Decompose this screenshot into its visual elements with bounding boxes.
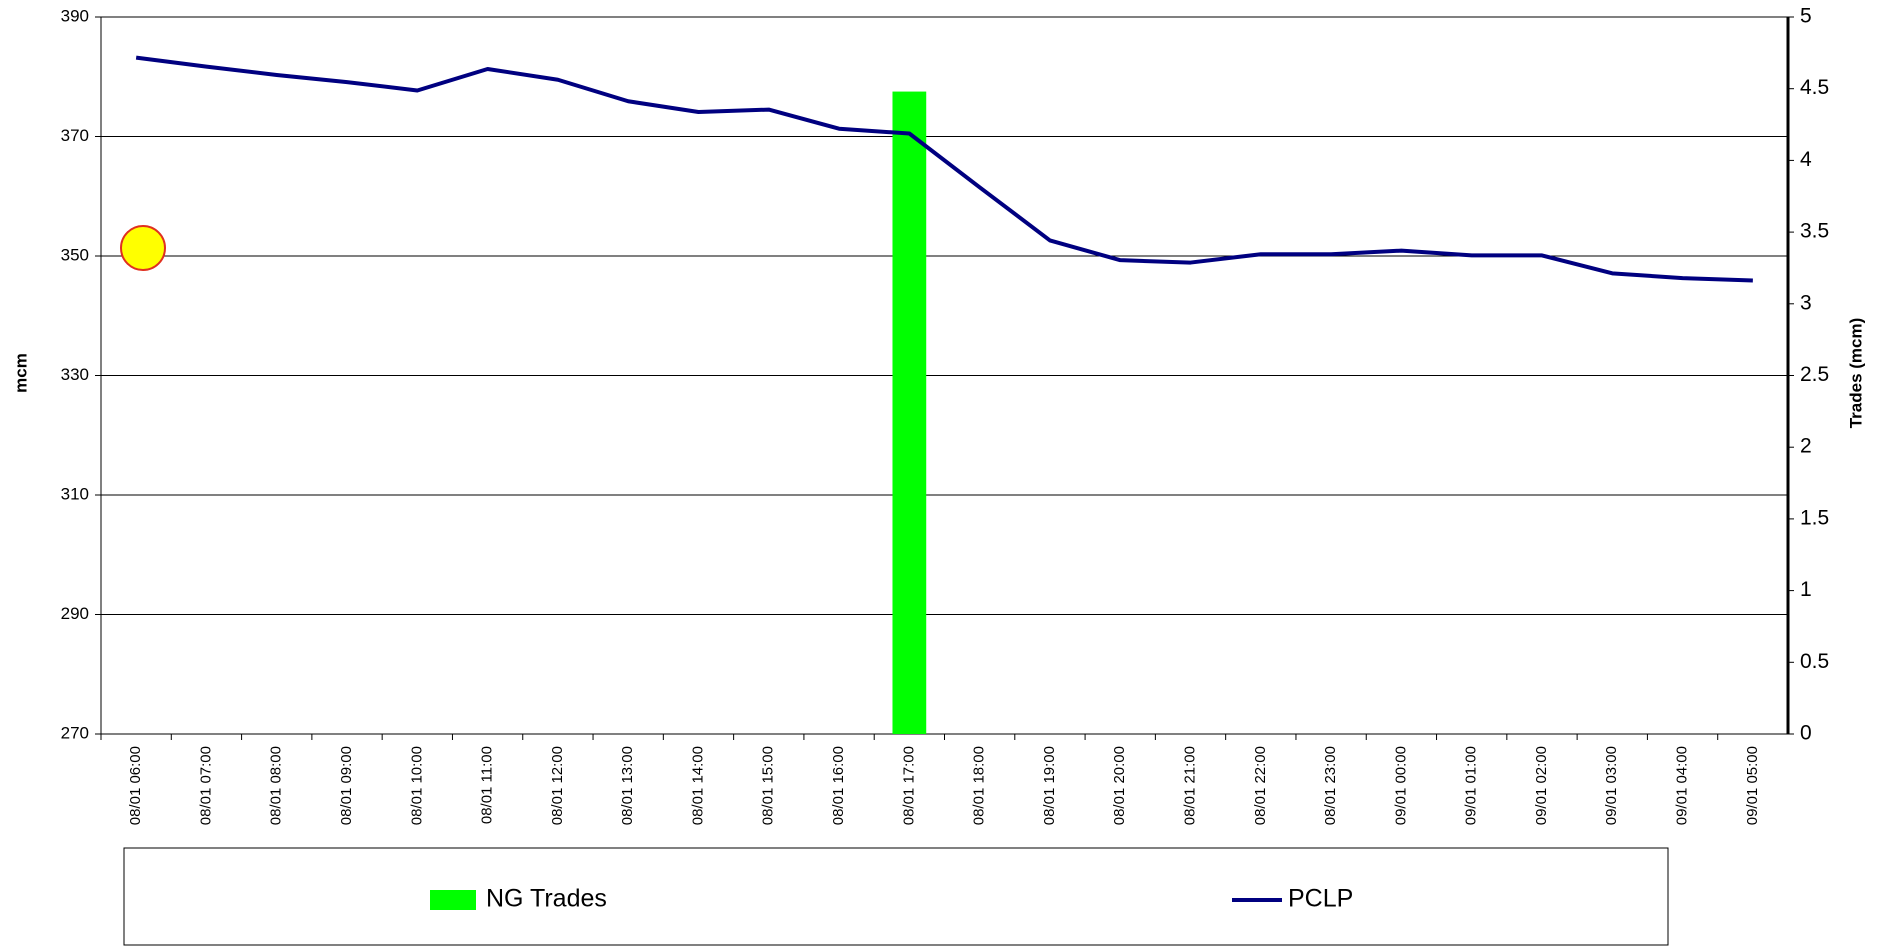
legend-label: NG Trades (486, 885, 607, 913)
y-tick-label: 370 (61, 126, 89, 145)
x-tick-label: 09/01 03:00 (1603, 746, 1620, 825)
x-tick-label: 08/01 23:00 (1322, 746, 1339, 825)
x-tick-label: 08/01 21:00 (1181, 746, 1198, 825)
x-tick-label: 08/01 18:00 (971, 746, 988, 825)
legend-label: PCLP (1288, 885, 1353, 913)
x-tick-label: 08/01 11:00 (479, 746, 496, 824)
x-tick-label: 08/01 20:00 (1111, 746, 1128, 825)
y2-tick-label: 1 (1800, 578, 1812, 601)
x-tick-label: 09/01 01:00 (1463, 746, 1480, 825)
x-tick-label: 08/01 06:00 (127, 746, 144, 825)
y2-tick-label: 3 (1800, 291, 1812, 314)
x-tick-label: 08/01 14:00 (689, 746, 706, 825)
x-tick-label: 09/01 02:00 (1533, 746, 1550, 825)
y-tick-label: 390 (61, 6, 89, 25)
x-tick-label: 09/01 05:00 (1744, 746, 1761, 825)
legend-box (123, 847, 1669, 946)
y2-tick-label: 0.5 (1800, 650, 1829, 673)
y2-tick-label: 2.5 (1800, 363, 1829, 386)
legend-swatch (430, 890, 476, 910)
y-tick-label: 310 (61, 484, 89, 503)
y2-tick-label: 4.5 (1800, 76, 1829, 99)
bar (892, 91, 927, 735)
x-tick-label: 08/01 19:00 (1041, 746, 1058, 825)
y2-tick-label: 1.5 (1800, 506, 1829, 529)
x-tick-label: 08/01 13:00 (619, 746, 636, 825)
y2-tick-label: 2 (1800, 435, 1812, 458)
x-tick-label: 08/01 12:00 (549, 746, 566, 825)
y2-axis-title: Trades (mcm) (1846, 318, 1865, 429)
x-tick-label: 09/01 00:00 (1392, 746, 1409, 825)
x-tick-label: 08/01 08:00 (268, 746, 285, 825)
marker-annotation (120, 225, 166, 271)
y-axis-title: mcm (11, 353, 30, 393)
y2-tick-label: 3.5 (1800, 220, 1829, 243)
y-tick-label: 270 (61, 723, 89, 742)
x-tick-label: 08/01 22:00 (1252, 746, 1269, 825)
x-tick-label: 08/01 15:00 (760, 746, 777, 825)
y2-tick-label: 0 (1800, 722, 1812, 745)
x-tick-label: 09/01 04:00 (1674, 746, 1691, 825)
x-tick-label: 08/01 10:00 (408, 746, 425, 825)
y-tick-label: 290 (61, 604, 89, 623)
y-tick-label: 330 (61, 365, 89, 384)
y2-tick-label: 4 (1800, 148, 1812, 171)
x-tick-label: 08/01 16:00 (830, 746, 847, 825)
x-tick-label: 08/01 07:00 (197, 746, 214, 825)
y-tick-label: 350 (61, 245, 89, 264)
y2-tick-label: 5 (1800, 5, 1812, 28)
x-tick-label: 08/01 09:00 (338, 746, 355, 825)
x-tick-label: 08/01 17:00 (900, 746, 917, 825)
line (135, 55, 1753, 283)
